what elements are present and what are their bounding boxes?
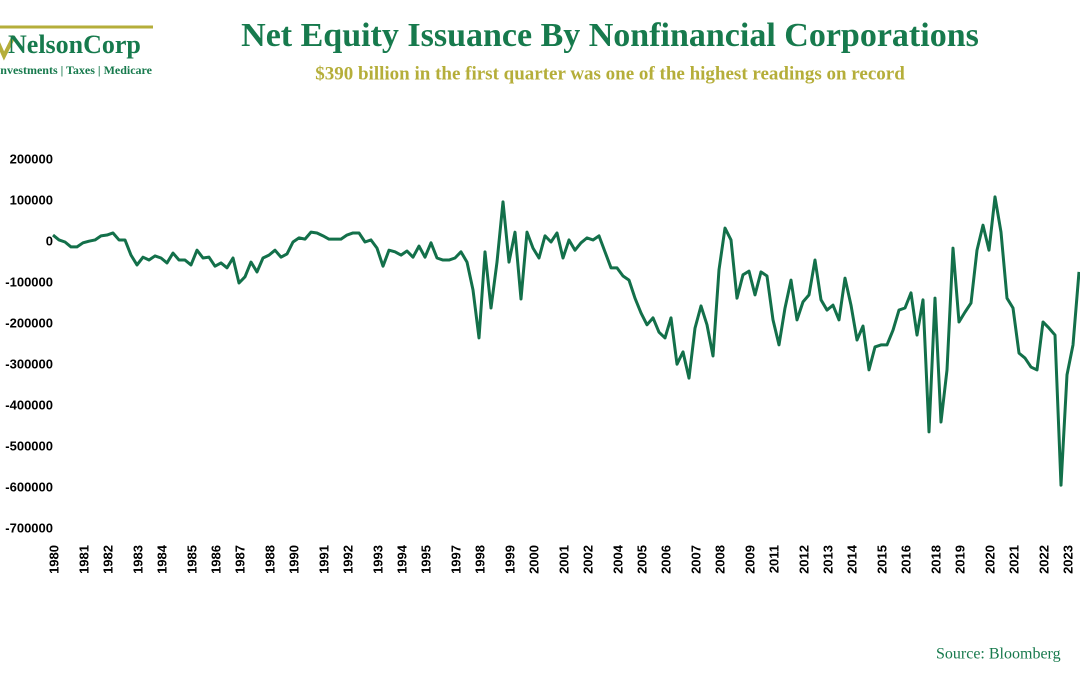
x-tick-label: 2015	[874, 545, 889, 574]
x-tick-label: 2020	[982, 545, 997, 574]
chart-title: Net Equity Issuance By Nonfinancial Corp…	[241, 17, 979, 54]
x-tick-label: 2002	[580, 545, 595, 574]
logo-name: NelsonCorp	[8, 30, 141, 59]
x-tick-label: 1984	[154, 544, 169, 574]
chart-subtitle: $390 billion in the first quarter was on…	[315, 63, 905, 84]
line	[52, 195, 1080, 487]
x-tick-label: 2018	[928, 545, 943, 574]
logo-tagline: Investments | Taxes | Medicare	[0, 63, 153, 77]
x-tick-label: 1982	[100, 545, 115, 574]
x-tick-label: 1986	[208, 545, 223, 574]
x-tick-label: 1999	[502, 545, 517, 574]
x-tick-label: 2014	[844, 544, 859, 574]
x-tick-label: 2005	[634, 545, 649, 574]
x-tick-label: 1985	[184, 545, 199, 574]
source: Source: Bloomberg	[936, 646, 1061, 663]
x-tick-label: 2022	[1036, 545, 1051, 574]
x-tick-label: 2023	[1060, 545, 1075, 574]
x-tick-label: 2016	[898, 545, 913, 574]
x-tick-label: 2006	[658, 545, 673, 574]
x-tick-label: 1992	[340, 545, 355, 574]
x-tick-label: 2011	[766, 545, 781, 573]
x-tick-label: 2000	[526, 545, 541, 574]
y-tick-label: 100000	[10, 192, 53, 207]
x-tick-label: 2004	[610, 544, 625, 574]
x-tick-label: 1983	[130, 545, 145, 574]
logo-check	[0, 35, 16, 61]
x-tick-label: 2009	[742, 545, 757, 574]
x-tick-label: 1991	[316, 545, 331, 574]
x-tick-label: 2013	[820, 545, 835, 574]
x-tick-label: 1987	[232, 545, 247, 574]
y-tick-label: 0	[46, 233, 53, 248]
x-tick-label: 2021	[1006, 545, 1021, 574]
y-tick-label: -500000	[5, 438, 53, 453]
x-tick-label: 1997	[448, 545, 463, 574]
x-tick-label: 1988	[262, 545, 277, 574]
y-tick-label: -600000	[5, 479, 53, 494]
x-tick-label: 2019	[952, 545, 967, 574]
x-tick-label: 1993	[370, 545, 385, 574]
y-tick-label: -200000	[5, 315, 53, 330]
x-tick-label: 2012	[796, 545, 811, 574]
x-tick-label: 1990	[286, 545, 301, 574]
x-tick-label: 1980	[46, 545, 61, 574]
y-tick-label: -400000	[5, 397, 53, 412]
y-tick-label: -700000	[5, 520, 53, 535]
x-tick-label: 2008	[712, 545, 727, 574]
x-tick-label: 1995	[418, 545, 433, 574]
x-tick-label: 1998	[472, 545, 487, 574]
y-tick-label: -100000	[5, 274, 53, 289]
x-tick-label: 1994	[394, 544, 409, 574]
y-tick-label: 200000	[10, 151, 53, 166]
x-tick-label: 2001	[556, 545, 571, 574]
x-tick-label: 2007	[688, 545, 703, 574]
x-tick-label: 1981	[76, 545, 91, 574]
y-tick-label: -300000	[5, 356, 53, 371]
